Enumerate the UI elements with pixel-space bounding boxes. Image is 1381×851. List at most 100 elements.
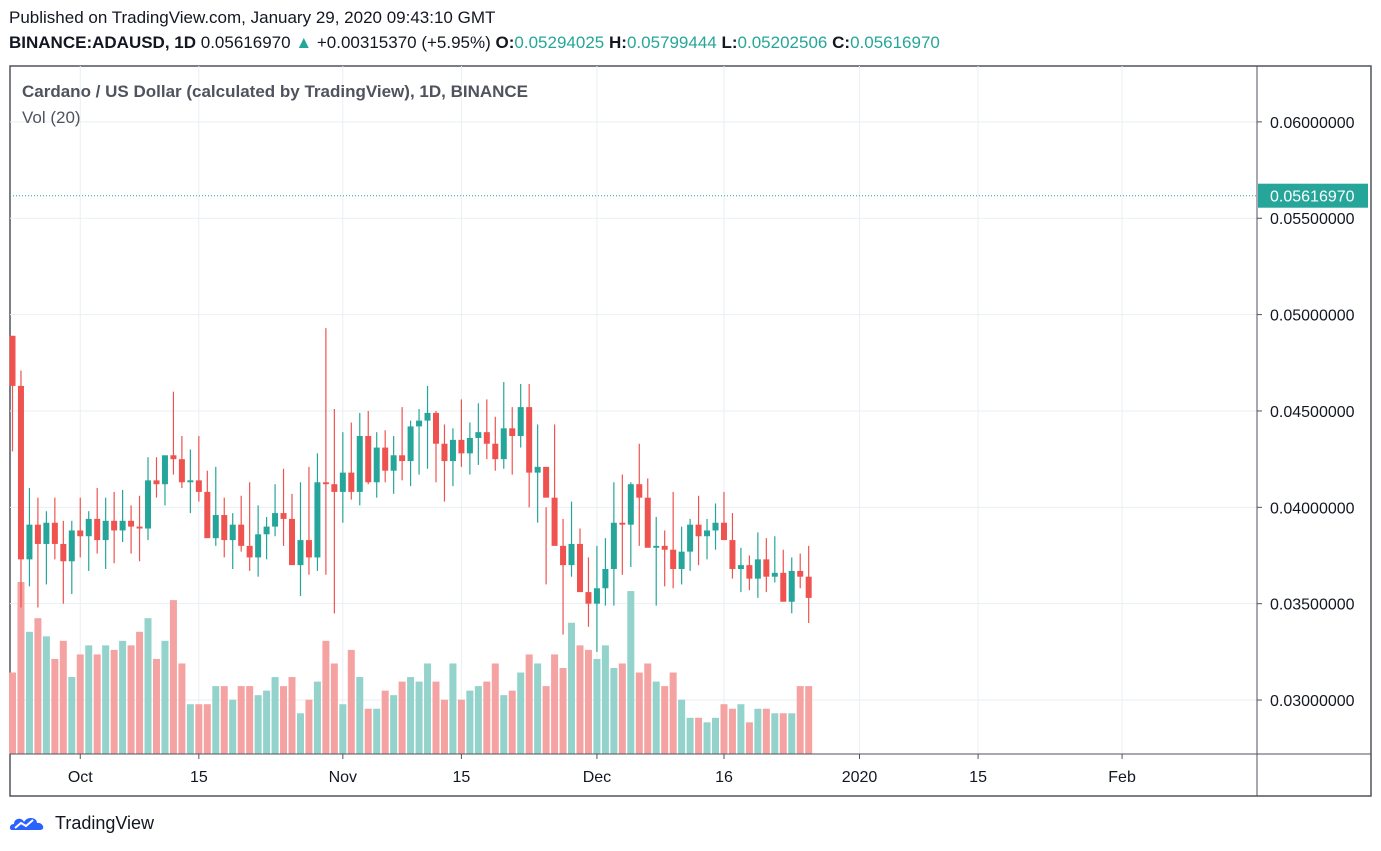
candle-body [695, 524, 702, 537]
candle-body [500, 428, 507, 460]
volume-bar [754, 708, 762, 754]
candle-body [373, 447, 380, 483]
price-tick-label: 0.04500000 [1270, 404, 1355, 421]
volume-bar [381, 690, 389, 754]
volume-bar [796, 686, 804, 754]
time-tick-label: 2020 [842, 769, 878, 786]
volume-bar [712, 717, 720, 754]
volume-bar [703, 722, 711, 754]
volume-bar [85, 645, 93, 754]
candle-body [670, 549, 677, 569]
candle-body [576, 543, 583, 593]
volume-bar [568, 622, 576, 754]
volume-bar [322, 640, 330, 754]
volume-bar [390, 695, 398, 754]
volume-bar [407, 677, 415, 754]
volume-bar [339, 704, 347, 754]
candle-body [780, 572, 787, 602]
candle-body [382, 447, 389, 471]
volume-bar [424, 663, 432, 754]
price-tick-label: 0.03500000 [1270, 597, 1355, 614]
candle-body [119, 520, 126, 531]
candle-body [153, 480, 160, 485]
candle-body [653, 545, 660, 548]
candle-body [771, 572, 778, 577]
candle-body [263, 526, 270, 535]
candle-body [797, 570, 804, 577]
candle-body [26, 524, 33, 560]
candle-body [441, 443, 448, 462]
volume-label: Vol (20) [22, 108, 81, 127]
volume-bar [246, 686, 254, 754]
candle-body [178, 459, 185, 483]
time-tick-label: 15 [969, 769, 987, 786]
volume-bar [161, 640, 169, 754]
candle-body [619, 522, 626, 525]
candle-body [229, 524, 236, 541]
candle-body [348, 472, 355, 492]
volume-bar [203, 704, 211, 754]
volume-bar [762, 708, 770, 754]
volume-bar [280, 686, 288, 754]
volume-bar [220, 686, 228, 754]
volume-bar [508, 690, 516, 754]
candle-body [517, 407, 524, 437]
candle-body [272, 513, 279, 527]
candle-body [687, 524, 694, 552]
candle-body [551, 497, 558, 546]
last-price-badge-label: 0.05616970 [1270, 189, 1355, 206]
volume-bar [720, 704, 728, 754]
open-value: 0.05294025 [514, 33, 605, 52]
volume-bar [271, 677, 279, 754]
candle-body [407, 426, 414, 462]
volume-bar [42, 636, 50, 754]
time-tick-label: Oct [68, 769, 93, 786]
volume-bar [127, 645, 135, 754]
volume-bar [686, 717, 694, 754]
candle-body [636, 484, 643, 498]
candle-series [9, 328, 812, 652]
candle-body [111, 520, 118, 531]
volume-bar [136, 631, 144, 754]
candle-body [94, 518, 101, 541]
price-tick-label: 0.06000000 [1270, 115, 1355, 132]
volume-bar [9, 672, 16, 754]
volume-bar [474, 686, 482, 754]
volume-bar [229, 699, 237, 754]
tradingview-logo[interactable]: TradingView [9, 812, 154, 834]
volume-bar [576, 645, 584, 754]
candle-body [712, 522, 719, 531]
candle-body [720, 522, 727, 541]
volume-bar [457, 699, 465, 754]
candle-body [416, 420, 423, 427]
volume-bar [152, 658, 160, 754]
candle-body [627, 484, 634, 525]
candle-body [51, 522, 58, 544]
low-value: 0.05202506 [737, 33, 828, 52]
volume-bar [678, 699, 686, 754]
candle-body [195, 480, 202, 492]
price-tick-label: 0.03000000 [1270, 693, 1355, 710]
open-label: O: [495, 33, 515, 52]
volume-bar [195, 704, 203, 754]
volume-bar [788, 713, 796, 754]
volume-bar [144, 618, 152, 754]
candle-body [737, 565, 744, 569]
volume-bar [584, 649, 592, 754]
volume-bar [34, 618, 42, 754]
candle-body [297, 540, 304, 566]
volume-bar [288, 677, 296, 754]
price-axis[interactable]: 0.03000000 0.03500000 0.04000000 0.04500000… [1257, 115, 1368, 710]
candle-body [204, 491, 211, 539]
candle-body [77, 530, 84, 537]
candle-body [128, 520, 135, 527]
symbol-label: BINANCE:ADAUSD, 1D [9, 33, 197, 52]
candle-body [543, 466, 550, 498]
time-axis[interactable]: Oct 15 Nov 15 Dec 16 2020 15 Feb [68, 754, 1136, 786]
candle-body [475, 432, 482, 438]
candle-body [331, 484, 338, 492]
time-tick-label: 15 [453, 769, 471, 786]
change-arrow-icon: ▲ [295, 33, 313, 52]
candle-body [466, 437, 473, 454]
